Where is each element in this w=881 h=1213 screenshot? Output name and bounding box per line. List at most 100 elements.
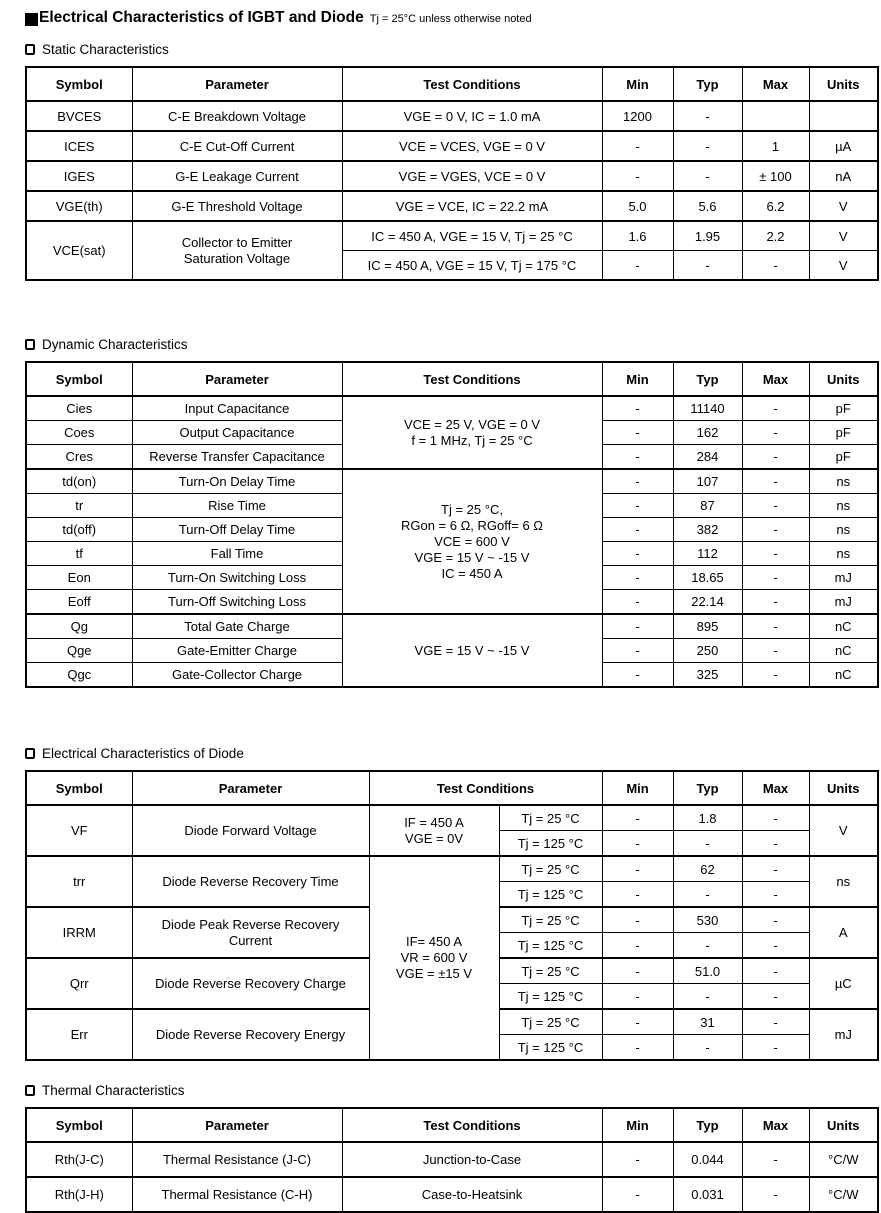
- min-cell: -: [601, 444, 674, 470]
- min-cell: -: [601, 855, 674, 882]
- cond-cell: IF = 450 A VGE = 0V: [368, 804, 500, 857]
- column-header-symbol: Symbol: [25, 66, 133, 102]
- section-thermal-label: Thermal Characteristics: [42, 1083, 185, 1098]
- typ-cell: 11140: [672, 395, 743, 421]
- max-cell: -: [741, 613, 810, 639]
- cond-cell: IC = 450 A, VGE = 15 V, Tj = 175 °C: [341, 250, 603, 281]
- typ-cell: 51.0: [672, 957, 743, 984]
- column-header-min: Min: [601, 770, 674, 806]
- min-cell: -: [601, 1034, 674, 1061]
- units-cell: °C/W: [808, 1141, 879, 1178]
- parameter-cell: Turn-Off Delay Time: [131, 517, 343, 542]
- units-cell: nC: [808, 662, 879, 688]
- units-cell: mJ: [808, 589, 879, 615]
- column-header-symbol: Symbol: [25, 361, 133, 397]
- table-row: IC = 450 A, VGE = 15 V, Tj = 175 °C - - …: [26, 250, 879, 281]
- table-header-row: Symbol Parameter Test Conditions Min Typ…: [25, 361, 879, 397]
- table-header-row: Symbol Parameter Test Conditions Min Typ…: [25, 1107, 879, 1143]
- parameter-cell: Reverse Transfer Capacitance: [131, 444, 343, 470]
- parameter-cell: Gate-Emitter Charge: [131, 638, 343, 663]
- min-cell: -: [601, 1176, 674, 1213]
- cond-temp-cell: Tj = 25 °C: [498, 957, 603, 984]
- symbol-cell: Qg: [25, 613, 133, 639]
- max-cell: -: [741, 957, 810, 984]
- typ-cell: 1.95: [672, 220, 743, 251]
- typ-cell: 22.14: [672, 589, 743, 615]
- table-row: Qrr Diode Reverse Recovery Charge Tj = 2…: [25, 957, 879, 1010]
- symbol-cell: td(on): [25, 468, 133, 494]
- table-row: Cres Reverse Transfer Capacitance - 284 …: [25, 444, 879, 470]
- parameter-cell: Turn-On Switching Loss: [131, 565, 343, 590]
- min-cell: -: [601, 830, 674, 857]
- section-static: Static Characteristics: [25, 42, 881, 57]
- square-bullet-icon: [25, 1085, 35, 1096]
- cond-temp-cell: Tj = 125 °C: [498, 1034, 603, 1061]
- units-cell: nA: [808, 160, 879, 192]
- min-cell: -: [601, 1141, 674, 1178]
- min-cell: 5.0: [601, 190, 674, 222]
- max-cell: -: [741, 444, 810, 470]
- min-cell: -: [601, 662, 674, 688]
- min-cell: -: [601, 565, 674, 590]
- cond-cell: Case-to-Heatsink: [341, 1176, 603, 1213]
- units-cell: V: [808, 190, 879, 222]
- cond-cell: VGE = VGES, VCE = 0 V: [341, 160, 603, 192]
- parameter-cell: Thermal Resistance (J-C): [131, 1141, 343, 1178]
- table-row: BVCES C-E Breakdown Voltage VGE = 0 V, I…: [25, 100, 879, 132]
- symbol-cell: IGES: [25, 160, 133, 192]
- symbol-cell: td(off): [25, 517, 133, 542]
- max-cell: -: [741, 830, 810, 857]
- parameter-cell: Gate-Collector Charge: [131, 662, 343, 688]
- max-cell: -: [741, 517, 810, 542]
- symbol-cell: Rth(J-C): [25, 1141, 133, 1178]
- table-row: Cies Input Capacitance VCE = 25 V, VGE =…: [25, 395, 879, 470]
- max-cell: -: [741, 541, 810, 566]
- units-cell: °C/W: [808, 1176, 879, 1213]
- table-row: ICES C-E Cut-Off Current VCE = VCES, VGE…: [25, 130, 879, 162]
- max-cell: -: [741, 1141, 810, 1178]
- typ-cell: -: [672, 160, 743, 192]
- table-row: Eon Turn-On Switching Loss - 18.65 - mJ: [25, 565, 879, 590]
- table-row: IGES G-E Leakage Current VGE = VGES, VCE…: [25, 160, 879, 192]
- min-cell: -: [601, 493, 674, 518]
- table-row: Tj = 125 °C - - -: [26, 830, 878, 857]
- min-cell: -: [601, 804, 674, 831]
- units-cell: mJ: [808, 565, 879, 590]
- max-cell: ± 100: [741, 160, 810, 192]
- parameter-cell: Input Capacitance: [131, 395, 343, 421]
- column-header-test-conditions: Test Conditions: [368, 770, 603, 806]
- typ-cell: -: [672, 983, 743, 1010]
- max-cell: -: [741, 493, 810, 518]
- symbol-cell: ICES: [25, 130, 133, 162]
- cond-temp-cell: Tj = 125 °C: [498, 983, 603, 1010]
- typ-cell: -: [672, 881, 743, 908]
- min-cell: -: [601, 983, 674, 1010]
- column-header-max: Max: [741, 66, 810, 102]
- min-cell: -: [601, 395, 674, 421]
- section-thermal: Thermal Characteristics: [25, 1083, 881, 1098]
- min-cell: -: [601, 1008, 674, 1035]
- column-header-units: Units: [808, 1107, 879, 1143]
- units-cell: pF: [808, 444, 879, 470]
- cond-cell: Tj = 25 °C, RGon = 6 Ω, RGoff= 6 Ω VCE =…: [341, 468, 603, 615]
- parameter-cell: Diode Reverse Recovery Charge: [131, 957, 370, 1010]
- column-header-symbol: Symbol: [25, 1107, 133, 1143]
- square-bullet-icon: [25, 748, 35, 759]
- min-cell: -: [601, 932, 674, 959]
- table-row: Tj = 125 °C - - -: [26, 1034, 878, 1061]
- symbol-cell: Err: [25, 1008, 133, 1061]
- typ-cell: 107: [672, 468, 743, 494]
- cond-cell: Junction-to-Case: [341, 1141, 603, 1178]
- page-title: Electrical Characteristics of IGBT and D…: [25, 9, 881, 27]
- symbol-cell: tf: [25, 541, 133, 566]
- symbol-cell: Qrr: [25, 957, 133, 1010]
- symbol-cell: Eon: [25, 565, 133, 590]
- typ-cell: 87: [672, 493, 743, 518]
- units-cell: mJ: [808, 1008, 879, 1061]
- symbol-cell: Coes: [25, 420, 133, 445]
- symbol-cell: Rth(J-H): [25, 1176, 133, 1213]
- column-header-parameter: Parameter: [131, 1107, 343, 1143]
- max-cell: -: [741, 1176, 810, 1213]
- typ-cell: 112: [672, 541, 743, 566]
- black-square-icon: [25, 12, 38, 26]
